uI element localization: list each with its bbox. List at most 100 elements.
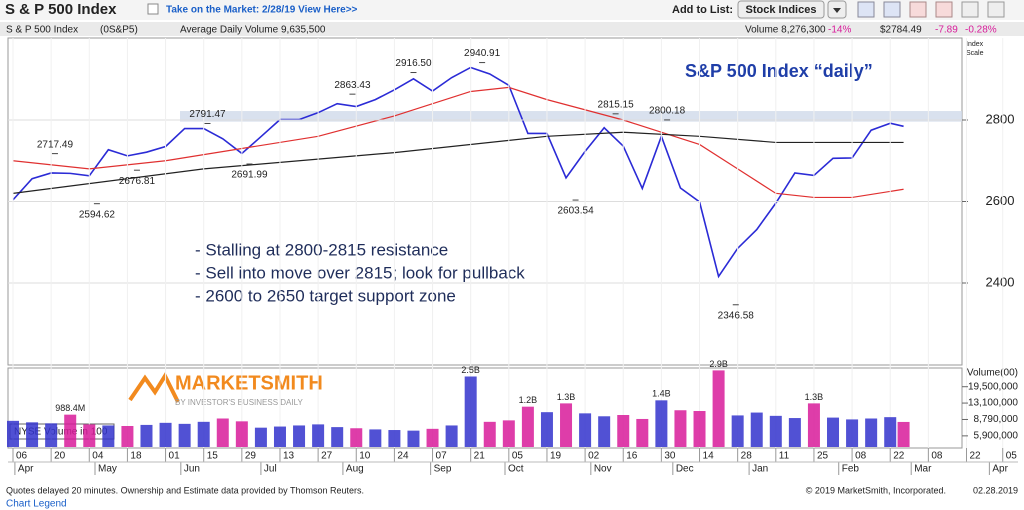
index-scale: Index <box>966 41 984 48</box>
annotation: 2791.47 <box>189 109 226 120</box>
volume-tick-label: 19,500,000 <box>968 381 1018 392</box>
brand-name: MARKETSMITH <box>175 372 323 394</box>
volume-bar <box>197 421 210 447</box>
volume: Volume 8,276,300 <box>745 25 826 36</box>
note: - Sell into move over 2815; look for pul… <box>195 263 525 282</box>
volume-label: 1.2B <box>519 395 538 405</box>
volume-bar <box>140 424 153 447</box>
x-tick-label: 01 <box>169 451 181 462</box>
annotation: 2940.91 <box>464 48 501 59</box>
volume-bar <box>731 415 744 447</box>
volume-bar <box>331 427 344 447</box>
x-tick-label: 19 <box>550 451 562 462</box>
x-tick-label: 07 <box>436 451 448 462</box>
x-tick-label: 11 <box>779 451 790 462</box>
annotation: 2916.50 <box>395 58 432 69</box>
x-tick-label: 08 <box>931 451 943 462</box>
x-tick-label: 16 <box>626 451 638 462</box>
volume-bar <box>445 425 458 447</box>
x-tick-label: 02 <box>588 451 600 462</box>
brand-tagline: BY INVESTOR'S BUSINESS DAILY <box>175 398 303 407</box>
annotation: 2603.54 <box>557 206 594 217</box>
volume-bar <box>884 417 897 447</box>
volume-bar <box>502 420 515 447</box>
volume-bar <box>216 418 229 447</box>
page-title: S & P 500 Index <box>5 1 117 18</box>
month-label: Feb <box>842 464 860 475</box>
volume-bar <box>521 406 534 447</box>
volume-bar <box>369 429 382 447</box>
tool-icon[interactable] <box>883 1 901 18</box>
month-label: Sep <box>434 464 452 475</box>
volume-legend: NYSE Volume in 100 <box>14 427 108 438</box>
tool-icon[interactable] <box>935 1 953 18</box>
checkbox[interactable] <box>147 3 159 15</box>
x-tick-label: 04 <box>92 451 104 462</box>
y-tick-label: 2800 <box>986 111 1015 126</box>
change-pct: -0.28% <box>965 25 997 36</box>
dropdown-arrow <box>833 8 841 13</box>
volume-bar <box>598 416 611 447</box>
volume-tick-label: 5,900,000 <box>974 431 1019 442</box>
volume-bar <box>64 414 77 447</box>
volume-bar <box>655 400 668 447</box>
add-to-list-label: Add to List: <box>672 4 733 16</box>
legend-link[interactable]: Chart Legend <box>6 499 67 510</box>
x-tick-label: 20 <box>54 451 66 462</box>
note: - Stalling at 2800-2815 resistance <box>195 240 448 259</box>
volume-bar <box>540 412 553 447</box>
list-button[interactable] <box>737 0 825 19</box>
month-label: Jun <box>184 464 200 475</box>
tool-icon[interactable] <box>961 1 979 18</box>
volume-bar <box>865 418 878 447</box>
x-tick-label: 18 <box>130 451 142 462</box>
x-tick-label: 22 <box>893 451 905 462</box>
logo-mark <box>128 371 180 403</box>
x-tick-label: 05 <box>1006 451 1018 462</box>
month-label: Apr <box>992 464 1008 475</box>
price-plot <box>12 66 962 279</box>
index-scale: Scale <box>966 50 984 57</box>
x-tick-label: 06 <box>16 451 28 462</box>
note: - 2600 to 2650 target support zone <box>195 286 456 305</box>
month-label: Nov <box>594 464 612 475</box>
volume-bar <box>235 421 248 447</box>
y-tick-label: 2400 <box>986 274 1015 289</box>
x-tick-label: 21 <box>474 451 486 462</box>
footer-quotes: Quotes delayed 20 minutes. Ownership and… <box>6 485 364 495</box>
resistance-band <box>180 111 962 122</box>
x-tick-label: 27 <box>321 451 333 462</box>
tool-icon[interactable] <box>987 1 1005 18</box>
tool-icon[interactable] <box>909 1 927 18</box>
y-tick-label: 2600 <box>986 193 1015 208</box>
volume-bar <box>293 425 306 447</box>
volume-bar <box>102 425 115 447</box>
price: $2784.49 <box>880 25 922 36</box>
x-tick-label: 08 <box>855 451 867 462</box>
promo-link[interactable]: Take on the Market: 2/28/19 View Here>> <box>166 5 358 16</box>
volume-bar <box>273 426 286 447</box>
x-tick-label: 15 <box>207 451 219 462</box>
volume-bar <box>674 410 687 447</box>
symbol-name: S & P 500 Index <box>6 25 78 36</box>
volume-bar <box>827 417 840 447</box>
x-tick-label: 14 <box>703 451 715 462</box>
volume-bar <box>45 423 58 447</box>
x-tick-label: 05 <box>512 451 524 462</box>
footer-copyright: © 2019 MarketSmith, Incorporated. <box>806 485 946 495</box>
month-label: Dec <box>676 464 694 475</box>
month-label: Jan <box>752 464 768 475</box>
x-tick-label: 29 <box>245 451 257 462</box>
x-tick-label: 25 <box>817 451 829 462</box>
annotation: 2815.15 <box>598 99 635 110</box>
volume-bar <box>846 419 859 447</box>
annotation: 2691.99 <box>231 170 268 181</box>
tool-icon[interactable] <box>857 1 875 18</box>
x-tick-label: 28 <box>741 451 753 462</box>
volume-bar <box>483 421 496 447</box>
annotation: 2863.43 <box>334 80 371 91</box>
annotation: 2594.62 <box>79 209 116 220</box>
volume-bar <box>312 424 325 447</box>
volume-bar <box>121 425 134 447</box>
